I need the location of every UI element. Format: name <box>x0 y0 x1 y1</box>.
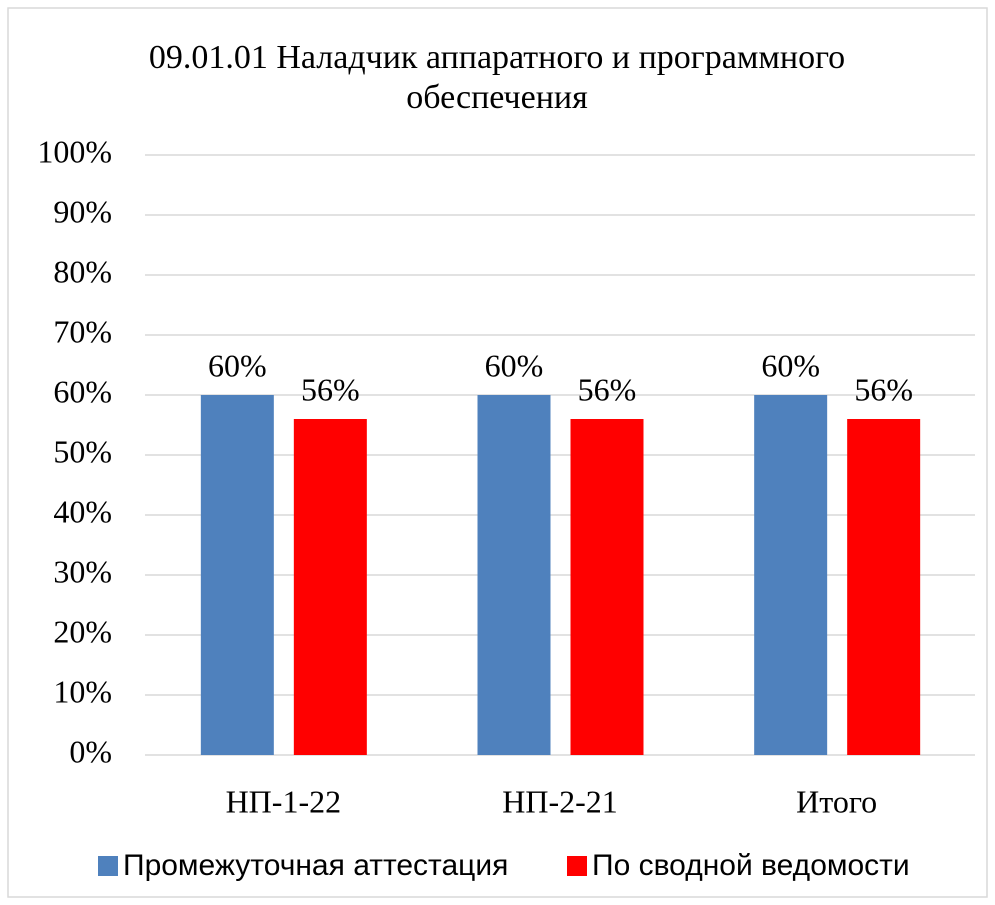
data-label: 56% <box>301 371 360 407</box>
bar <box>293 419 367 755</box>
legend-swatch <box>567 856 587 876</box>
y-tick-label: 60% <box>53 373 112 409</box>
data-label: 60% <box>485 347 544 383</box>
chart-title: 09.01.01 Наладчик аппаратного и программ… <box>148 39 846 116</box>
data-label: 56% <box>578 371 637 407</box>
x-tick-label: НП-1-22 <box>226 783 342 819</box>
bar <box>570 419 644 755</box>
y-tick-label: 100% <box>37 133 112 169</box>
y-tick-label: 70% <box>53 313 112 349</box>
y-tick-label: 40% <box>53 493 112 529</box>
legend-label: Промежуточная аттестация <box>123 849 508 882</box>
bar <box>477 395 551 755</box>
legend-swatch <box>98 856 118 876</box>
y-tick-label: 0% <box>69 733 112 769</box>
bar <box>200 395 274 755</box>
y-tick-label: 10% <box>53 673 112 709</box>
y-tick-label: 50% <box>53 433 112 469</box>
y-tick-label: 20% <box>53 613 112 649</box>
x-tick-label: НП-2-21 <box>502 783 618 819</box>
legend-label: По сводной ведомости <box>592 849 910 882</box>
bar <box>847 419 921 755</box>
data-label: 60% <box>208 347 267 383</box>
data-label: 56% <box>854 371 913 407</box>
y-tick-label: 30% <box>53 553 112 589</box>
x-tick-label: Итого <box>796 783 877 819</box>
data-label: 60% <box>761 347 820 383</box>
bar <box>754 395 828 755</box>
y-tick-label: 90% <box>53 193 112 229</box>
y-tick-label: 80% <box>53 253 112 289</box>
